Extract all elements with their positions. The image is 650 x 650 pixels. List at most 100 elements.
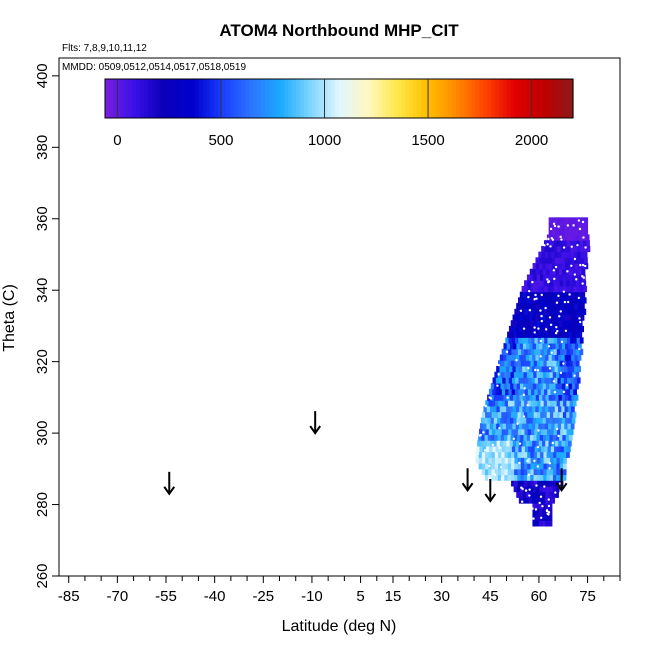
field-cell: [560, 337, 565, 344]
field-cell: [557, 337, 561, 344]
field-cell: [571, 268, 576, 275]
field-cell: [558, 303, 563, 310]
data-field: [475, 217, 591, 527]
track-dot: [533, 331, 536, 334]
field-cell: [517, 434, 521, 441]
field-cell: [572, 234, 577, 241]
field-cell: [507, 434, 512, 441]
field-cell: [541, 377, 545, 384]
track-dot: [541, 505, 544, 508]
colorbar-tick-label: 1000: [308, 132, 341, 149]
field-cell: [533, 474, 538, 481]
field-cell: [530, 297, 535, 304]
field-cell: [579, 280, 583, 287]
field-cell: [549, 485, 554, 493]
field-cell: [521, 297, 525, 304]
colorbar-swatch: [389, 79, 395, 118]
track-dot: [546, 278, 549, 281]
field-cell: [535, 508, 540, 516]
field-cell: [556, 474, 560, 481]
field-cell: [558, 228, 563, 235]
field-cell: [542, 503, 546, 510]
field-cell: [540, 463, 544, 470]
field-cell: [552, 263, 556, 270]
field-cell: [586, 245, 591, 253]
field-cell: [528, 497, 533, 504]
field-cell: [529, 383, 534, 390]
field-cell: [556, 411, 561, 418]
field-cell: [537, 428, 542, 436]
colorbar-swatch: [167, 79, 172, 118]
field-cell: [527, 280, 532, 287]
colorbar-swatch: [288, 79, 293, 118]
field-cell: [536, 451, 541, 458]
colorbar-swatch: [350, 79, 356, 118]
field-cell: [531, 325, 536, 333]
field-cell: [546, 474, 551, 481]
colorbar-swatch: [319, 79, 324, 118]
field-cell: [552, 474, 557, 481]
track-dot: [506, 396, 509, 399]
field-cell: [542, 343, 547, 350]
colorbar-swatch: [487, 79, 492, 118]
field-cell: [499, 365, 504, 373]
field-cell: [543, 457, 548, 464]
y-tick-label: 400: [34, 63, 51, 88]
field-cell: [531, 377, 536, 384]
colorbar-swatch: [553, 79, 558, 118]
field-cell: [526, 343, 530, 350]
field-cell: [555, 223, 559, 230]
field-cell: [504, 360, 509, 367]
field-cell: [525, 405, 530, 413]
field-cell: [544, 423, 549, 430]
field-cell: [558, 405, 562, 413]
field-cell: [509, 405, 514, 413]
track-dot: [483, 449, 487, 452]
field-cell: [478, 434, 482, 441]
field-cell: [564, 228, 569, 235]
colorbar-swatch: [311, 79, 317, 118]
field-cell: [540, 400, 545, 407]
field-cell: [533, 451, 538, 458]
field-cell: [558, 331, 563, 338]
field-cell: [524, 297, 529, 304]
field-cell: [517, 457, 522, 464]
field-cell: [555, 228, 559, 235]
track-dot: [512, 437, 516, 440]
field-cell: [527, 337, 532, 344]
field-cell: [576, 377, 581, 384]
field-cell: [488, 388, 493, 396]
colorbar-swatch: [530, 79, 535, 118]
track-dot: [520, 486, 523, 489]
field-cell: [569, 308, 574, 315]
field-cell: [549, 360, 554, 367]
field-cell: [545, 257, 549, 264]
field-cell: [546, 234, 551, 241]
colorbar-swatch: [210, 79, 215, 118]
field-cell: [538, 365, 543, 373]
field-cell: [540, 411, 544, 418]
field-cell: [551, 491, 556, 498]
field-cell: [570, 377, 575, 384]
field-cell: [524, 348, 529, 356]
field-cell: [522, 365, 526, 373]
track-dot: [546, 512, 549, 516]
field-cell: [520, 434, 524, 441]
field-cell: [535, 394, 540, 401]
field-cell: [573, 245, 578, 253]
field-cell: [540, 280, 545, 287]
field-cell: [541, 251, 546, 258]
field-cell: [540, 308, 545, 315]
field-cell: [565, 343, 569, 350]
field-cell: [485, 451, 489, 458]
field-cell: [505, 377, 510, 384]
track-dot: [519, 309, 523, 312]
colorbar-swatch: [518, 79, 523, 118]
field-cell: [548, 417, 553, 424]
field-cell: [524, 285, 529, 293]
field-cell: [574, 314, 578, 321]
track-dot: [581, 275, 584, 278]
field-cell: [525, 365, 530, 373]
y-tick-label: 320: [34, 349, 51, 374]
track-dot: [553, 277, 556, 281]
